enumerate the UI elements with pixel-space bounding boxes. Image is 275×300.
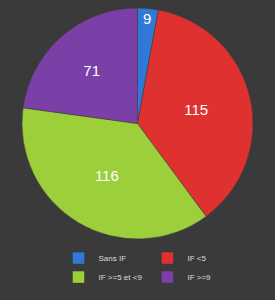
svg-text:IF >=5 et <9: IF >=5 et <9 bbox=[99, 273, 143, 282]
svg-text:Sans IF: Sans IF bbox=[99, 254, 127, 263]
svg-text:IF >=9: IF >=9 bbox=[187, 273, 211, 282]
svg-text:116: 116 bbox=[95, 167, 119, 184]
svg-text:115: 115 bbox=[184, 101, 208, 118]
svg-text:71: 71 bbox=[83, 62, 100, 79]
svg-text:IF <5: IF <5 bbox=[187, 254, 206, 263]
svg-text:9: 9 bbox=[143, 10, 151, 27]
